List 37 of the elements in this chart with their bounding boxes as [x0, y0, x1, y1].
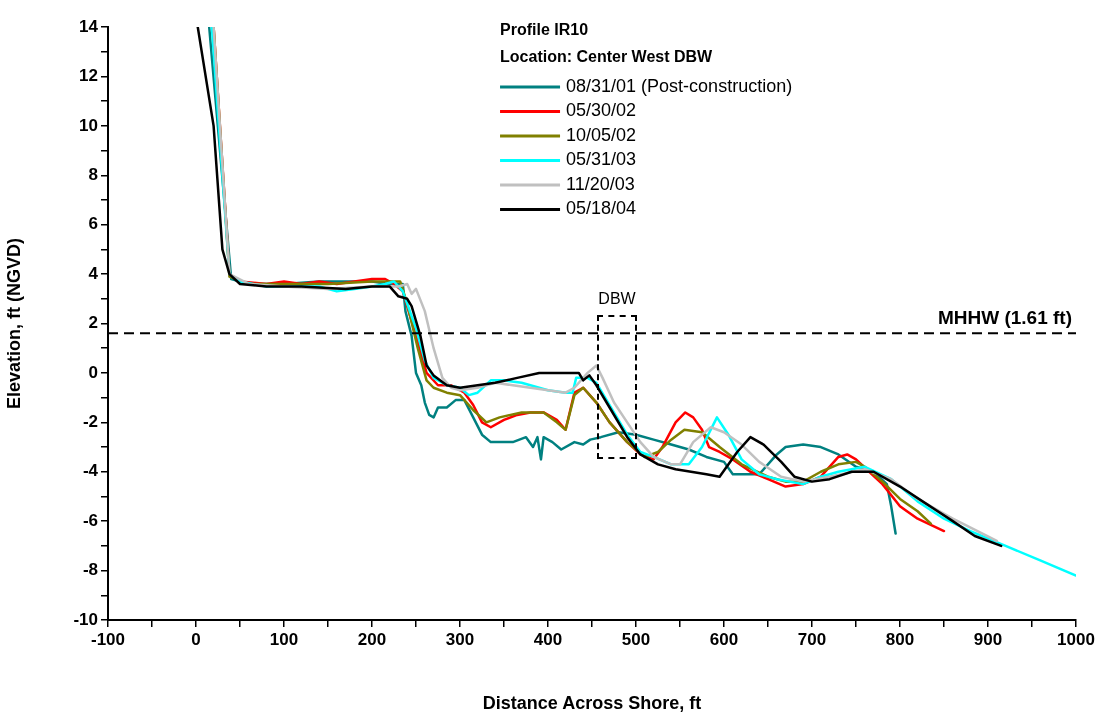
x-tick-label: 800	[885, 629, 915, 649]
y-tick-label: 0	[88, 362, 98, 382]
y-tick-label: -2	[82, 412, 98, 432]
y-tick-label: 12	[79, 66, 98, 86]
y-tick-label: -8	[82, 560, 98, 580]
x-tick-label: -100	[90, 629, 126, 649]
legend-label: 05/18/04	[566, 198, 637, 219]
legend-label: 10/05/02	[566, 124, 637, 145]
x-tick-label: 600	[709, 629, 739, 649]
x-tick-label: 500	[621, 629, 651, 649]
legend-label: 08/31/01 (Post-construction)	[566, 75, 793, 96]
x-tick-label: 700	[797, 629, 827, 649]
x-axis-title: Distance Across Shore, ft	[482, 693, 702, 714]
x-tick-label: 200	[357, 629, 387, 649]
y-tick-label: -10	[73, 609, 98, 629]
y-tick-label: -6	[82, 510, 98, 530]
y-tick-label: 8	[88, 164, 98, 184]
x-tick-label: 0	[191, 629, 201, 649]
annotation: DBW	[598, 290, 637, 308]
y-axis-title: Elevation, ft (NGVD)	[3, 237, 24, 410]
y-tick-label: 10	[79, 115, 98, 135]
y-tick-label: 2	[88, 313, 98, 333]
legend-label: 05/31/03	[566, 149, 637, 170]
x-tick-label: 100	[269, 629, 299, 649]
legend-label: 11/20/03	[566, 173, 635, 194]
x-tick-label: 300	[445, 629, 475, 649]
y-tick-label: 6	[88, 214, 98, 234]
ref-line-label: MHHW (1.61 ft)	[937, 306, 1072, 328]
x-tick-label: 1000	[1057, 629, 1095, 649]
chart-title: Profile IR10	[500, 21, 589, 39]
x-tick-label: 400	[533, 629, 563, 649]
text: Location: Center West DBW	[500, 48, 714, 66]
legend-label: 05/30/02	[566, 100, 637, 121]
x-tick-label: 900	[973, 629, 1003, 649]
y-tick-label: 14	[79, 16, 99, 36]
y-tick-label: 4	[88, 263, 99, 283]
y-tick-label: -4	[82, 461, 99, 481]
